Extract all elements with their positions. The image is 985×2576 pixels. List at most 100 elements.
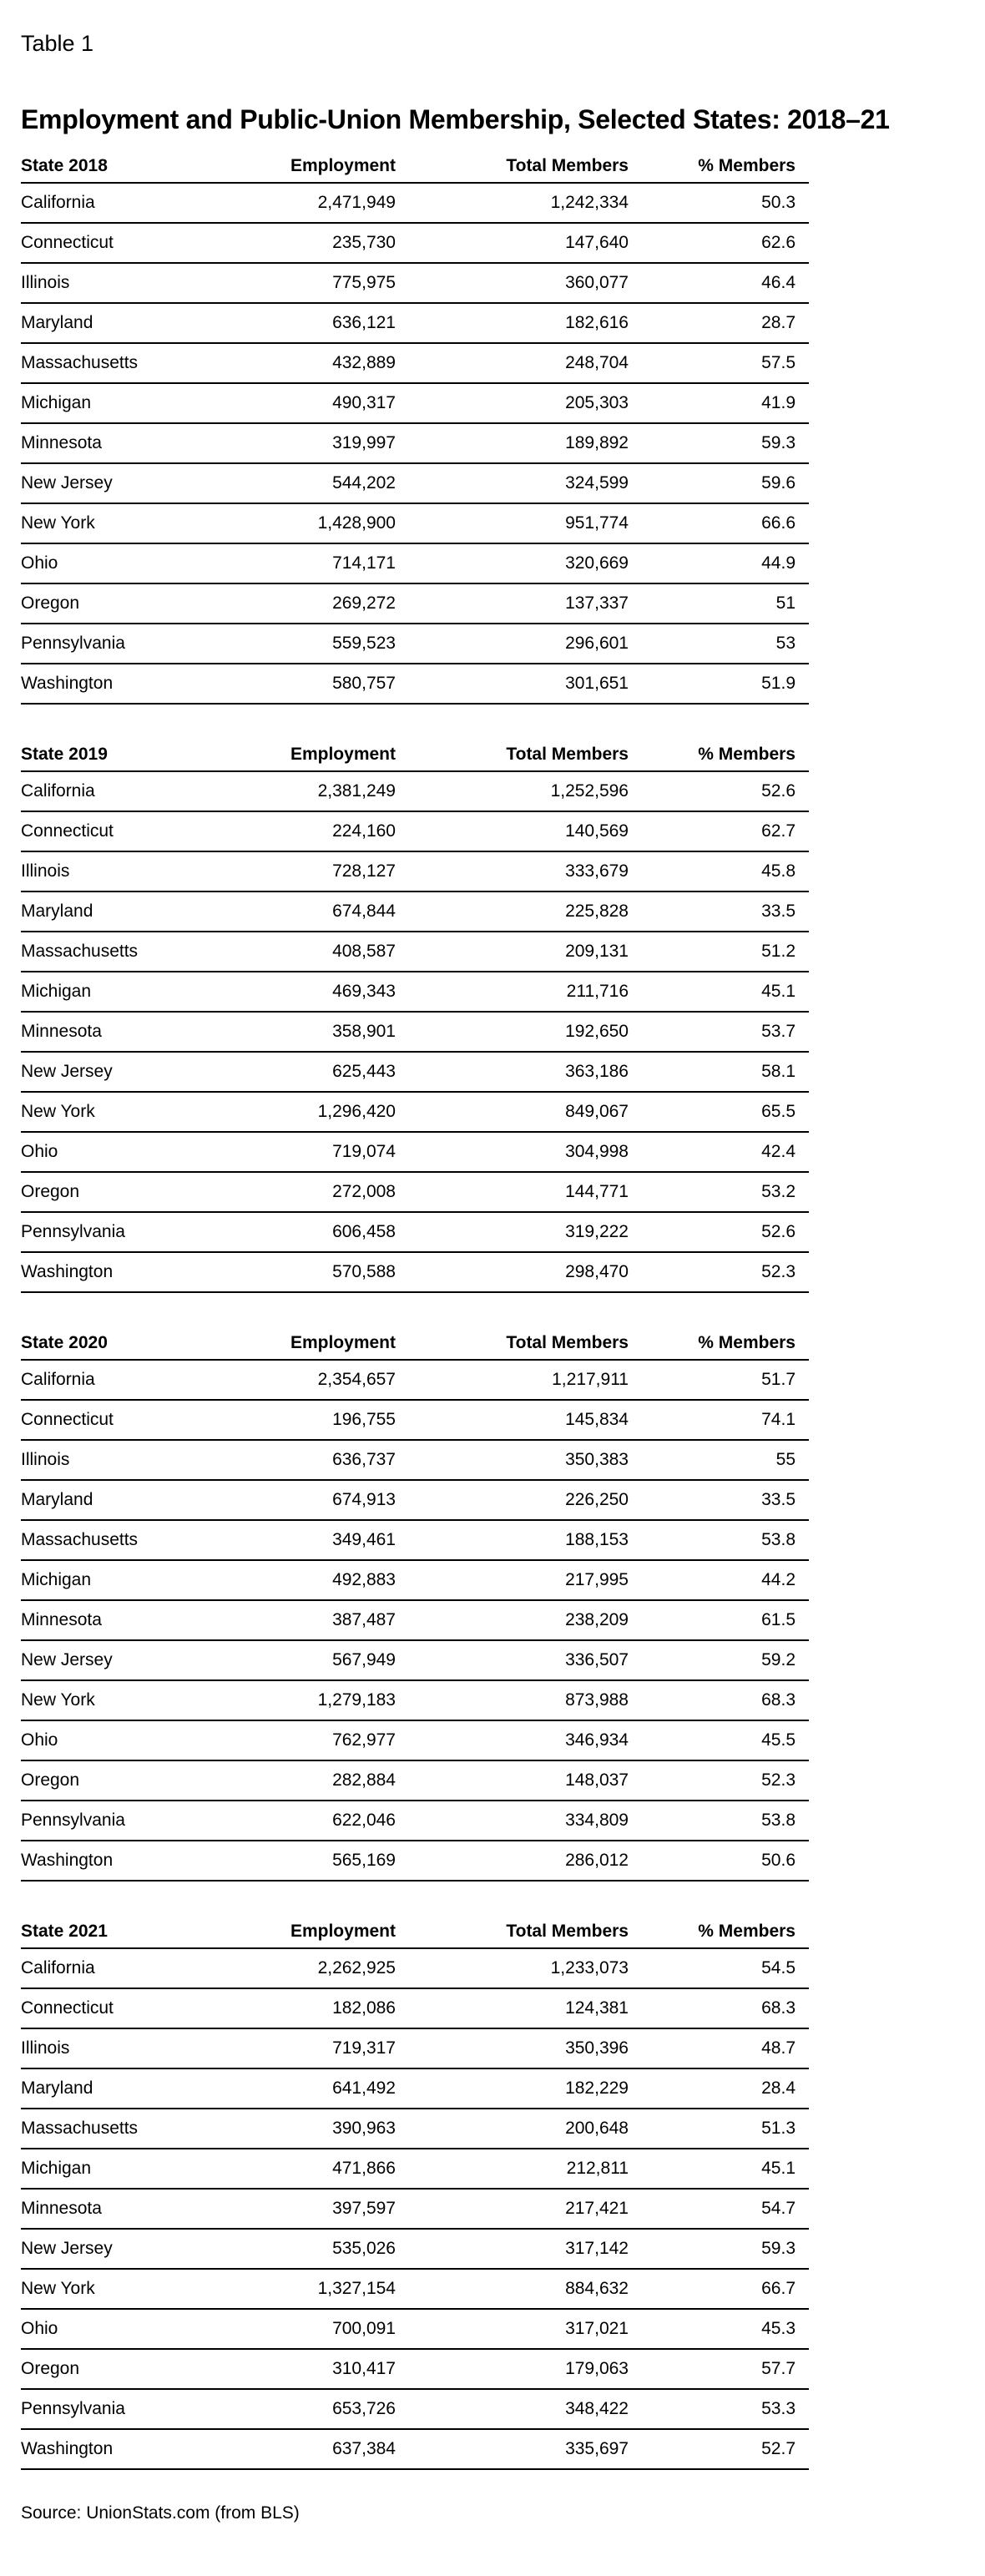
- total-members-cell: 884,632: [396, 2269, 629, 2311]
- state-cell: Pennsylvania: [21, 1212, 188, 1254]
- employment-cell: 272,008: [188, 1172, 396, 1214]
- total-members-cell: 192,650: [396, 1012, 629, 1053]
- data-table-2020: State 2020 Employment Total Members % Me…: [21, 1333, 809, 1882]
- table-row: Pennsylvania 653,726 348,422 53.3: [21, 2389, 809, 2431]
- employment-cell: 775,975: [188, 263, 396, 305]
- employment-cell: 700,091: [188, 2309, 396, 2351]
- state-cell: Michigan: [21, 972, 188, 1013]
- employment-cell: 1,279,183: [188, 1680, 396, 1722]
- pct-members-cell: 57.7: [629, 2349, 809, 2391]
- employment-cell: 1,296,420: [188, 1092, 396, 1134]
- table-row: Connecticut 182,086 124,381 68.3: [21, 1988, 809, 2030]
- employment-cell: 544,202: [188, 463, 396, 505]
- table-row: Illinois 636,737 350,383 55: [21, 1440, 809, 1482]
- table-row: Massachusetts 349,461 188,153 53.8: [21, 1520, 809, 1562]
- table-row: Illinois 728,127 333,679 45.8: [21, 851, 809, 893]
- column-header-total-members: Total Members: [396, 1333, 629, 1361]
- header-row: State 2020 Employment Total Members % Me…: [21, 1333, 809, 1361]
- pct-members-cell: 51.9: [629, 664, 809, 705]
- total-members-cell: 320,669: [396, 543, 629, 585]
- source-note: Source: UnionStats.com (from BLS): [21, 2503, 300, 2523]
- total-members-cell: 324,599: [396, 463, 629, 505]
- state-cell: New Jersey: [21, 1640, 188, 1682]
- state-cell: Maryland: [21, 2068, 188, 2110]
- employment-cell: 2,471,949: [188, 183, 396, 225]
- column-header-total-members: Total Members: [396, 1922, 629, 1950]
- total-members-cell: 182,616: [396, 303, 629, 345]
- state-cell: Oregon: [21, 2349, 188, 2391]
- employment-cell: 490,317: [188, 383, 396, 425]
- table-row: Michigan 469,343 211,716 45.1: [21, 972, 809, 1013]
- state-cell: Minnesota: [21, 423, 188, 465]
- employment-cell: 606,458: [188, 1212, 396, 1254]
- employment-cell: 310,417: [188, 2349, 396, 2391]
- pct-members-cell: 68.3: [629, 1988, 809, 2030]
- employment-cell: 397,597: [188, 2189, 396, 2230]
- total-members-cell: 225,828: [396, 891, 629, 933]
- pct-members-cell: 52.6: [629, 1212, 809, 1254]
- column-header-pct-members: % Members: [629, 156, 809, 184]
- pct-members-cell: 45.8: [629, 851, 809, 893]
- pct-members-cell: 59.2: [629, 1640, 809, 1682]
- page: Table 1 Employment and Public-Union Memb…: [21, 31, 964, 2523]
- total-members-cell: 217,995: [396, 1560, 629, 1602]
- total-members-cell: 238,209: [396, 1600, 629, 1642]
- year-section-2019: State 2019 Employment Total Members % Me…: [21, 745, 964, 1294]
- employment-cell: 408,587: [188, 932, 396, 973]
- state-cell: New Jersey: [21, 1052, 188, 1094]
- column-header-pct-members: % Members: [629, 745, 809, 773]
- pct-members-cell: 28.4: [629, 2068, 809, 2110]
- table-row: California 2,471,949 1,242,334 50.3: [21, 183, 809, 225]
- employment-cell: 653,726: [188, 2389, 396, 2431]
- table-row: Connecticut 224,160 140,569 62.7: [21, 811, 809, 853]
- pct-members-cell: 33.5: [629, 1480, 809, 1522]
- pct-members-cell: 66.6: [629, 503, 809, 545]
- pct-members-cell: 52.3: [629, 1252, 809, 1294]
- table-label: Table 1: [21, 31, 94, 56]
- table-row: Michigan 490,317 205,303 41.9: [21, 383, 809, 425]
- table-row: Ohio 714,171 320,669 44.9: [21, 543, 809, 585]
- pct-members-cell: 50.3: [629, 183, 809, 225]
- pct-members-cell: 66.7: [629, 2269, 809, 2311]
- total-members-cell: 348,422: [396, 2389, 629, 2431]
- state-cell: New York: [21, 2269, 188, 2311]
- state-cell: Oregon: [21, 1760, 188, 1802]
- pct-members-cell: 46.4: [629, 263, 809, 305]
- pct-members-cell: 44.2: [629, 1560, 809, 1602]
- state-cell: California: [21, 771, 188, 813]
- total-members-cell: 205,303: [396, 383, 629, 425]
- column-header-pct-members: % Members: [629, 1333, 809, 1361]
- total-members-cell: 296,601: [396, 624, 629, 665]
- table-row: Oregon 272,008 144,771 53.2: [21, 1172, 809, 1214]
- pct-members-cell: 54.7: [629, 2189, 809, 2230]
- pct-members-cell: 59.3: [629, 423, 809, 465]
- table-row: Maryland 674,913 226,250 33.5: [21, 1480, 809, 1522]
- employment-cell: 719,074: [188, 1132, 396, 1174]
- table-row: Michigan 492,883 217,995 44.2: [21, 1560, 809, 1602]
- total-members-cell: 200,648: [396, 2109, 629, 2150]
- state-cell: Maryland: [21, 891, 188, 933]
- total-members-cell: 363,186: [396, 1052, 629, 1094]
- total-members-cell: 1,252,596: [396, 771, 629, 813]
- employment-cell: 432,889: [188, 343, 396, 385]
- pct-members-cell: 45.1: [629, 972, 809, 1013]
- pct-members-cell: 62.6: [629, 223, 809, 265]
- employment-cell: 319,997: [188, 423, 396, 465]
- employment-cell: 235,730: [188, 223, 396, 265]
- table-row: Oregon 310,417 179,063 57.7: [21, 2349, 809, 2391]
- total-members-cell: 350,396: [396, 2028, 629, 2070]
- state-cell: Illinois: [21, 263, 188, 305]
- year-section-2018: State 2018 Employment Total Members % Me…: [21, 156, 964, 705]
- table-row: Pennsylvania 622,046 334,809 53.8: [21, 1801, 809, 1842]
- pct-members-cell: 45.5: [629, 1720, 809, 1762]
- state-cell: California: [21, 1948, 188, 1990]
- table-row: Illinois 775,975 360,077 46.4: [21, 263, 809, 305]
- pct-members-cell: 41.9: [629, 383, 809, 425]
- state-cell: Michigan: [21, 1560, 188, 1602]
- column-header-state: State 2019: [21, 745, 188, 773]
- state-cell: Pennsylvania: [21, 624, 188, 665]
- pct-members-cell: 58.1: [629, 1052, 809, 1094]
- table-row: Connecticut 235,730 147,640 62.6: [21, 223, 809, 265]
- employment-cell: 580,757: [188, 664, 396, 705]
- state-cell: Connecticut: [21, 1400, 188, 1442]
